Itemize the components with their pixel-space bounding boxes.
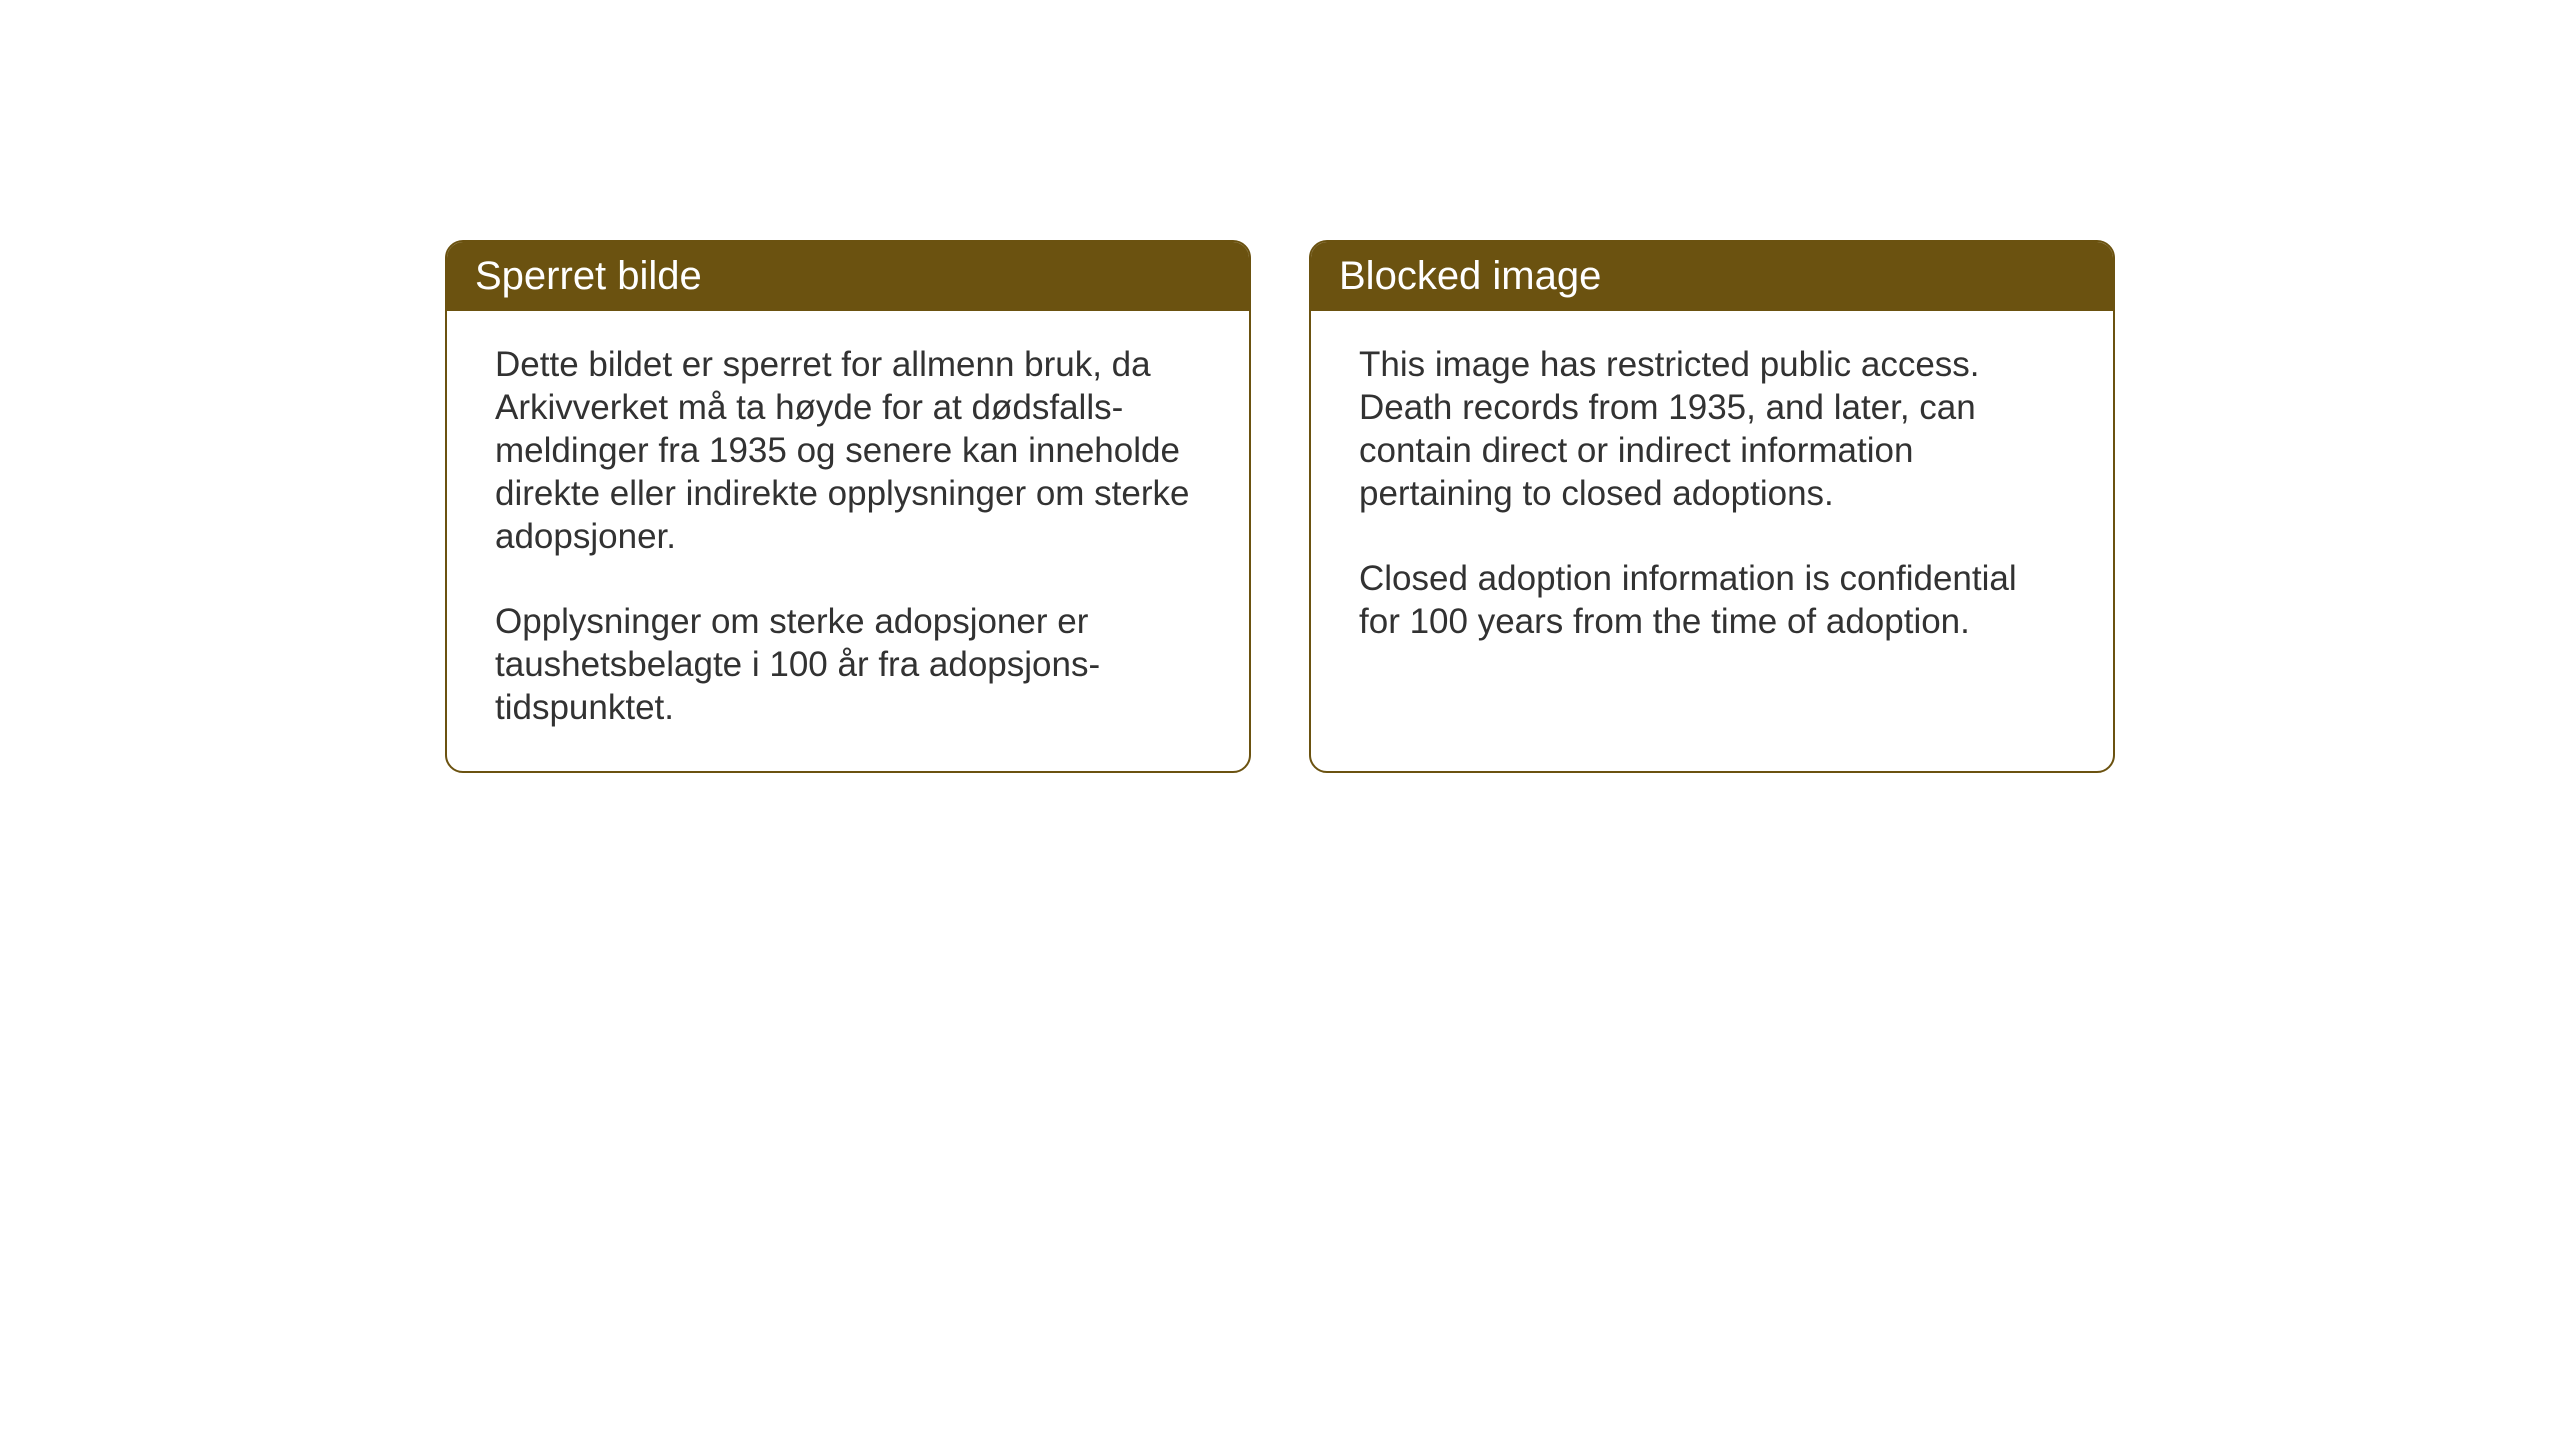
english-card-body: This image has restricted public access.… bbox=[1311, 311, 2113, 753]
english-paragraph-1: This image has restricted public access.… bbox=[1359, 343, 2065, 515]
norwegian-paragraph-2: Opplysninger om sterke adopsjoner er tau… bbox=[495, 600, 1201, 729]
english-card-title: Blocked image bbox=[1311, 242, 2113, 311]
norwegian-card-body: Dette bildet er sperret for allmenn bruk… bbox=[447, 311, 1249, 771]
norwegian-notice-card: Sperret bilde Dette bildet er sperret fo… bbox=[445, 240, 1251, 773]
norwegian-paragraph-1: Dette bildet er sperret for allmenn bruk… bbox=[495, 343, 1201, 558]
notice-cards-container: Sperret bilde Dette bildet er sperret fo… bbox=[445, 240, 2115, 773]
norwegian-card-title: Sperret bilde bbox=[447, 242, 1249, 311]
english-notice-card: Blocked image This image has restricted … bbox=[1309, 240, 2115, 773]
english-paragraph-2: Closed adoption information is confident… bbox=[1359, 557, 2065, 643]
